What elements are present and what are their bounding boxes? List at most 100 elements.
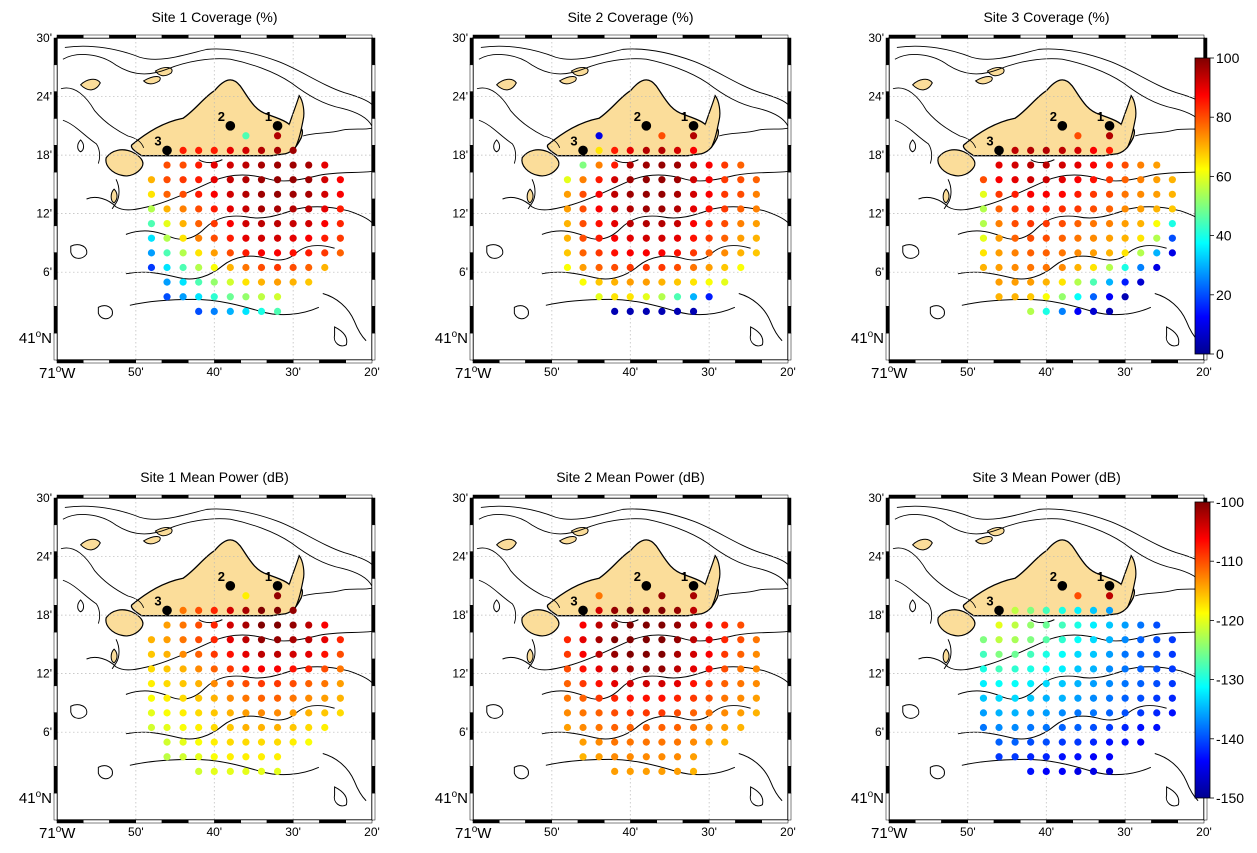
frame-scale-left — [885, 118, 890, 146]
frame-scale-right — [371, 712, 376, 740]
frame-scale-top — [915, 494, 942, 499]
lat-tick-label: 18' — [452, 148, 468, 162]
data-point — [147, 219, 156, 228]
frame-scale-right — [371, 198, 376, 227]
data-point — [1137, 278, 1145, 286]
frame-scale-top — [967, 34, 995, 39]
data-point — [1027, 738, 1035, 746]
data-point — [979, 679, 988, 688]
lat-tick-label: 24' — [36, 90, 52, 104]
data-point — [595, 606, 603, 615]
frame-scale-right — [371, 792, 376, 821]
lon-corner-label: 71oW — [455, 364, 492, 382]
frame-scale-right — [787, 118, 792, 146]
data-point — [210, 636, 218, 644]
data-point — [995, 709, 1003, 717]
data-point — [642, 307, 650, 316]
lat-corner-label: 41oN — [435, 789, 468, 807]
data-point — [563, 636, 572, 644]
data-point — [1153, 665, 1161, 673]
data-point — [1027, 307, 1035, 316]
data-point — [995, 190, 1003, 198]
frame-scale-bottom — [293, 819, 320, 824]
data-point — [737, 665, 745, 673]
data-point — [979, 234, 988, 242]
frame-scale-top — [266, 494, 294, 499]
data-point — [226, 263, 234, 272]
data-point — [689, 738, 698, 746]
data-point — [689, 665, 698, 673]
data-point — [1168, 249, 1176, 257]
data-point — [1027, 263, 1035, 272]
frame-scale-right — [787, 332, 792, 361]
data-point — [642, 709, 650, 717]
frame-scale-top — [1125, 494, 1152, 499]
data-point — [195, 738, 203, 746]
data-point — [737, 709, 745, 717]
data-point — [673, 723, 682, 732]
frame-scale-left — [53, 578, 58, 606]
data-point — [179, 293, 187, 301]
data-point — [1027, 190, 1035, 198]
site-label-2: 2 — [634, 109, 641, 124]
data-point — [1011, 709, 1019, 717]
data-point — [336, 249, 344, 257]
frame-scale-top — [630, 494, 657, 499]
colorbar-tick-label: -100 — [1216, 494, 1244, 510]
data-point — [210, 219, 218, 228]
frame-scale-bottom — [1151, 359, 1178, 364]
data-point — [273, 679, 282, 688]
data-point — [1153, 650, 1161, 658]
lat-suffix: N — [457, 790, 468, 807]
data-point — [1058, 636, 1066, 644]
data-point — [1042, 249, 1050, 257]
lon-tick-label: 40' — [1038, 365, 1054, 379]
site-marker-3 — [162, 145, 172, 156]
data-point — [257, 176, 266, 184]
data-point — [1089, 753, 1098, 761]
site-label-3: 3 — [154, 133, 161, 148]
frame-scale-bottom — [266, 819, 294, 824]
data-point — [642, 606, 650, 615]
data-point — [226, 753, 234, 761]
data-point — [195, 709, 203, 717]
data-point — [1153, 176, 1161, 184]
frame-scale-top — [1072, 34, 1100, 39]
lon-suffix: W — [893, 825, 908, 842]
data-point — [752, 234, 760, 242]
data-point — [642, 650, 650, 658]
panel-title: Site 1 Mean Power (dB) — [140, 469, 289, 485]
data-point — [611, 753, 619, 761]
frame-scale-bottom — [993, 359, 1021, 364]
frame-scale-left — [53, 225, 58, 253]
data-point — [1168, 679, 1176, 688]
data-point — [579, 738, 587, 746]
data-point — [289, 146, 297, 155]
data-point — [321, 709, 329, 717]
data-point — [626, 146, 634, 155]
frame-scale-bottom — [345, 359, 373, 364]
data-point — [705, 249, 713, 257]
data-point — [1089, 694, 1098, 702]
lat-tick-label: 12' — [868, 207, 884, 221]
data-point — [737, 694, 745, 702]
data-point — [1027, 176, 1035, 184]
frame-scale-top — [682, 34, 710, 39]
data-point — [673, 753, 682, 761]
frame-scale-right — [787, 578, 792, 606]
data-point — [210, 161, 218, 169]
frame-scale-bottom — [1020, 359, 1047, 364]
data-point — [210, 753, 218, 761]
colorbar-tick-label: 20 — [1216, 287, 1232, 303]
data-point — [658, 767, 666, 776]
site-label-3: 3 — [570, 133, 577, 148]
data-point — [210, 263, 218, 272]
data-point — [595, 176, 603, 184]
data-point — [658, 219, 666, 228]
frame-scale-top — [735, 34, 762, 39]
data-point — [721, 161, 729, 169]
data-point — [179, 621, 187, 629]
data-point — [1011, 723, 1019, 732]
data-point — [563, 679, 572, 688]
data-point — [1168, 234, 1176, 242]
